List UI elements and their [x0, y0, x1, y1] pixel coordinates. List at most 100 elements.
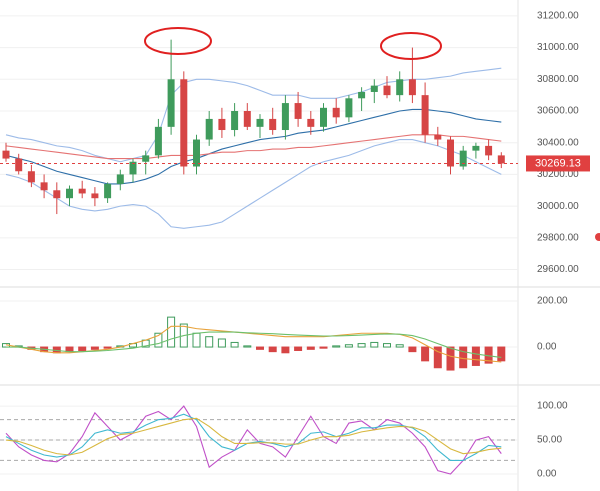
indicator-line	[5, 405, 502, 475]
histogram-bar	[459, 346, 468, 369]
candle-body	[104, 183, 112, 199]
candle-body	[358, 91, 366, 99]
histogram-bar	[281, 346, 290, 354]
candle-body	[294, 103, 302, 119]
histogram-bar	[433, 346, 442, 369]
candle-body	[142, 155, 150, 162]
histogram-bar	[446, 346, 455, 371]
histogram-bar	[421, 346, 430, 362]
candle-body	[243, 110, 251, 127]
candle-body	[281, 103, 289, 131]
candle-body	[256, 118, 264, 127]
histogram-bar	[395, 344, 404, 348]
y-tick-label: 29800.00	[537, 232, 579, 243]
candle-body	[447, 139, 454, 167]
candle-body	[15, 158, 23, 172]
indicator-line	[5, 417, 502, 456]
candle-body	[78, 188, 86, 194]
y-tick-label: 0.00	[537, 469, 557, 480]
histogram-bar	[319, 346, 328, 349]
candle-body	[332, 107, 340, 118]
histogram-bar	[103, 346, 112, 349]
highlight-oval	[144, 27, 212, 55]
histogram-bar	[268, 346, 277, 353]
candle-body	[116, 174, 124, 184]
candle-body	[459, 150, 467, 167]
candle-body	[485, 145, 493, 156]
highlight-oval	[380, 32, 442, 60]
histogram-bar	[383, 343, 391, 348]
plot-layer: 31200.00 31000.00 30800.00 30600.00 30400.00…	[0, 10, 590, 480]
indicator-line	[6, 331, 502, 358]
histogram-bar	[217, 338, 226, 348]
candle-body	[383, 85, 391, 96]
candle-body	[472, 145, 480, 151]
candle-body	[345, 98, 353, 118]
candle-body	[129, 161, 137, 175]
candle-body	[307, 118, 315, 127]
histogram-bar	[294, 346, 303, 351]
histogram-bar	[332, 345, 341, 348]
y-tick-label: 30200.00	[537, 169, 579, 180]
y-tick-label: 100.00	[537, 401, 568, 412]
candle-body	[91, 193, 99, 199]
indicator-line	[5, 138, 502, 229]
y-tick-label: 50.00	[537, 435, 562, 446]
y-tick-label: 200.00	[537, 296, 568, 307]
candle-body	[154, 126, 162, 156]
histogram-bar	[408, 346, 417, 353]
histogram-bar	[154, 332, 163, 348]
candle-body	[180, 79, 188, 167]
histogram-bar	[243, 345, 252, 348]
candle-body	[205, 118, 213, 140]
histogram-bar	[357, 343, 366, 348]
y-tick-label: 30400.00	[537, 137, 579, 148]
histogram-bar	[256, 346, 264, 350]
histogram-bar	[306, 346, 315, 350]
indicator-line	[5, 134, 502, 160]
candle-body	[66, 188, 73, 199]
last-price-label: 30269.13	[535, 157, 581, 169]
histogram-bar	[78, 346, 87, 351]
histogram-bar	[471, 346, 480, 366]
histogram-bar	[167, 316, 176, 348]
candle-body	[193, 139, 200, 167]
candle-body	[231, 110, 239, 131]
candle-body	[27, 171, 35, 183]
histogram-bar	[179, 323, 188, 348]
y-tick-label: 31000.00	[537, 42, 579, 53]
candle-body	[40, 182, 48, 191]
candle-body	[2, 150, 10, 159]
candle-body	[218, 118, 226, 131]
candle-body	[269, 118, 277, 131]
indicator-line	[5, 67, 502, 163]
histogram-bar	[205, 336, 214, 348]
candle-body	[370, 85, 378, 92]
indicator-line	[5, 108, 502, 185]
histogram-bar	[344, 344, 353, 348]
candle-body	[167, 79, 175, 127]
candle-body	[421, 95, 429, 135]
histogram-bar	[370, 341, 379, 348]
y-tick-label: 30600.00	[537, 106, 579, 117]
candle-body	[434, 134, 442, 140]
candle-body	[497, 155, 505, 164]
candle-body	[408, 79, 416, 96]
histogram-bar	[497, 346, 506, 362]
histogram-bar	[230, 341, 239, 348]
candle-body	[320, 107, 327, 127]
y-tick-label: 31200.00	[537, 10, 579, 21]
last-price-box	[526, 155, 590, 172]
histogram-bar	[90, 346, 99, 350]
candle-body	[396, 79, 404, 96]
indicator-line	[5, 413, 502, 461]
y-tick-label: 30000.00	[537, 201, 579, 212]
y-tick-label: 0.00	[537, 342, 557, 353]
y-tick-label: 30800.00	[537, 74, 579, 85]
y-tick-label: 29600.00	[537, 264, 579, 275]
edge-dot	[595, 233, 600, 241]
candle-body	[53, 190, 61, 199]
